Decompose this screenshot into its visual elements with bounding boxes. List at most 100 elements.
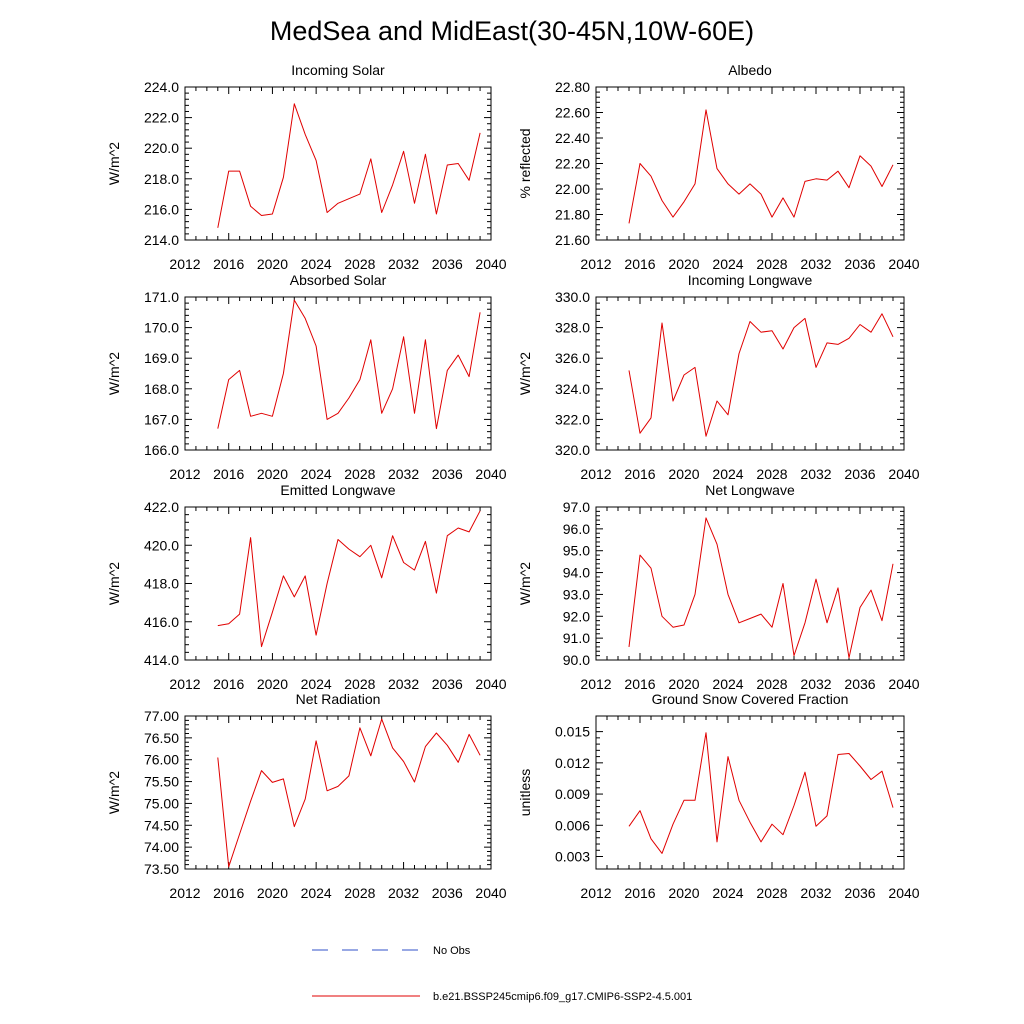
x-tick-label: 2024 bbox=[301, 885, 332, 901]
panel-title: Net Longwave bbox=[705, 482, 795, 498]
panel-7: Net Radiation 2012 2016 2020 2024 2028 2032 203… bbox=[106, 691, 507, 901]
x-tick-label: 2028 bbox=[344, 885, 375, 901]
y-tick-label: 328.0 bbox=[555, 320, 590, 336]
panel-2: Albedo 2012 2016 2020 2024 2028 2032 2036 2040 21… bbox=[517, 62, 920, 272]
x-tick-label: 2040 bbox=[475, 885, 506, 901]
y-tick-label: 97.0 bbox=[563, 499, 590, 515]
y-axis-label: W/m^2 bbox=[517, 562, 533, 605]
x-tick-label: 2040 bbox=[475, 676, 506, 692]
legend-label-no-obs: No Obs bbox=[433, 945, 471, 957]
x-tick-label: 2020 bbox=[668, 466, 699, 482]
y-tick-label: 21.80 bbox=[555, 207, 590, 223]
x-tick-label: 2020 bbox=[257, 256, 288, 272]
x-tick-label: 2028 bbox=[756, 885, 787, 901]
y-tick-label: 96.0 bbox=[563, 521, 590, 537]
x-tick-label: 2028 bbox=[344, 466, 375, 482]
y-tick-label: 0.012 bbox=[555, 755, 590, 771]
x-tick-label: 2020 bbox=[668, 256, 699, 272]
x-tick-label: 2016 bbox=[213, 256, 244, 272]
y-tick-label: 22.40 bbox=[555, 130, 590, 146]
y-tick-label: 92.0 bbox=[563, 608, 590, 624]
x-tick-label: 2032 bbox=[388, 466, 419, 482]
x-tick-label: 2024 bbox=[301, 676, 332, 692]
x-tick-label: 2016 bbox=[624, 885, 655, 901]
x-tick-label: 2012 bbox=[580, 885, 611, 901]
y-tick-label: 74.50 bbox=[144, 817, 179, 833]
panel-title: Emitted Longwave bbox=[280, 482, 395, 498]
y-tick-label: 414.0 bbox=[144, 652, 179, 668]
x-tick-label: 2036 bbox=[432, 466, 463, 482]
x-tick-label: 2012 bbox=[169, 256, 200, 272]
plot-frame bbox=[184, 506, 492, 661]
plot-frame bbox=[184, 715, 492, 870]
y-tick-label: 170.0 bbox=[144, 320, 179, 336]
y-tick-label: 77.00 bbox=[144, 708, 179, 724]
series-line bbox=[628, 732, 894, 854]
plot-frame bbox=[595, 296, 905, 451]
y-tick-label: 171.0 bbox=[144, 289, 179, 305]
y-tick-label: 21.60 bbox=[555, 232, 590, 248]
x-tick-label: 2020 bbox=[668, 885, 699, 901]
y-axis-label: W/m^2 bbox=[106, 771, 122, 814]
y-axis-label: W/m^2 bbox=[106, 562, 122, 605]
x-tick-label: 2032 bbox=[388, 885, 419, 901]
legend-label-model: b.e21.BSSP245cmip6.f09_g17.CMIP6-SSP2-4.… bbox=[433, 991, 692, 1003]
y-axis-label: W/m^2 bbox=[106, 142, 122, 185]
y-tick-label: 0.015 bbox=[555, 724, 590, 740]
x-tick-label: 2040 bbox=[888, 676, 919, 692]
x-tick-label: 2028 bbox=[756, 466, 787, 482]
y-tick-label: 167.0 bbox=[144, 411, 179, 427]
y-tick-label: 168.0 bbox=[144, 381, 179, 397]
plot-frame bbox=[184, 86, 492, 241]
series-line bbox=[217, 510, 481, 648]
y-tick-label: 220.0 bbox=[144, 140, 179, 156]
y-tick-label: 324.0 bbox=[555, 381, 590, 397]
y-tick-label: 326.0 bbox=[555, 350, 590, 366]
series-line bbox=[217, 299, 481, 430]
x-tick-label: 2036 bbox=[844, 466, 875, 482]
x-tick-label: 2020 bbox=[668, 676, 699, 692]
x-tick-label: 2016 bbox=[624, 256, 655, 272]
series-line bbox=[628, 109, 894, 224]
x-tick-label: 2024 bbox=[712, 885, 743, 901]
y-tick-label: 422.0 bbox=[144, 499, 179, 515]
x-tick-label: 2036 bbox=[432, 885, 463, 901]
x-tick-label: 2028 bbox=[756, 676, 787, 692]
x-tick-label: 2032 bbox=[800, 256, 831, 272]
y-tick-label: 22.80 bbox=[555, 79, 590, 95]
panel-5: Emitted Longwave 2012 2016 2020 2024 2028 2032… bbox=[106, 482, 507, 692]
y-tick-label: 330.0 bbox=[555, 289, 590, 305]
x-tick-label: 2024 bbox=[301, 256, 332, 272]
y-tick-label: 91.0 bbox=[563, 630, 590, 646]
x-tick-label: 2032 bbox=[800, 676, 831, 692]
figure-title: MedSea and MidEast(30-45N,10W-60E) bbox=[270, 16, 754, 46]
x-tick-label: 2036 bbox=[432, 676, 463, 692]
x-tick-label: 2036 bbox=[844, 256, 875, 272]
y-tick-label: 76.00 bbox=[144, 752, 179, 768]
y-tick-label: 0.006 bbox=[555, 817, 590, 833]
series-line bbox=[628, 517, 894, 659]
y-tick-label: 222.0 bbox=[144, 110, 179, 126]
y-tick-label: 22.60 bbox=[555, 105, 590, 121]
y-tick-label: 224.0 bbox=[144, 79, 179, 95]
y-tick-label: 22.00 bbox=[555, 181, 590, 197]
x-tick-label: 2028 bbox=[344, 256, 375, 272]
y-axis-label: W/m^2 bbox=[517, 352, 533, 395]
x-tick-label: 2024 bbox=[301, 466, 332, 482]
x-tick-label: 2012 bbox=[169, 885, 200, 901]
x-tick-label: 2016 bbox=[624, 676, 655, 692]
y-tick-label: 94.0 bbox=[563, 565, 590, 581]
plot-frame bbox=[595, 715, 905, 870]
x-tick-label: 2012 bbox=[580, 676, 611, 692]
x-tick-label: 2012 bbox=[169, 466, 200, 482]
x-tick-label: 2028 bbox=[756, 256, 787, 272]
x-tick-label: 2020 bbox=[257, 676, 288, 692]
y-tick-label: 218.0 bbox=[144, 171, 179, 187]
y-axis-label: W/m^2 bbox=[106, 352, 122, 395]
y-tick-label: 74.00 bbox=[144, 839, 179, 855]
x-tick-label: 2032 bbox=[800, 885, 831, 901]
legend: No Obs b.e21.BSSP245cmip6.f09_g17.CMIP6-… bbox=[312, 945, 692, 1003]
panel-title: Net Radiation bbox=[296, 691, 381, 707]
y-tick-label: 0.009 bbox=[555, 786, 590, 802]
